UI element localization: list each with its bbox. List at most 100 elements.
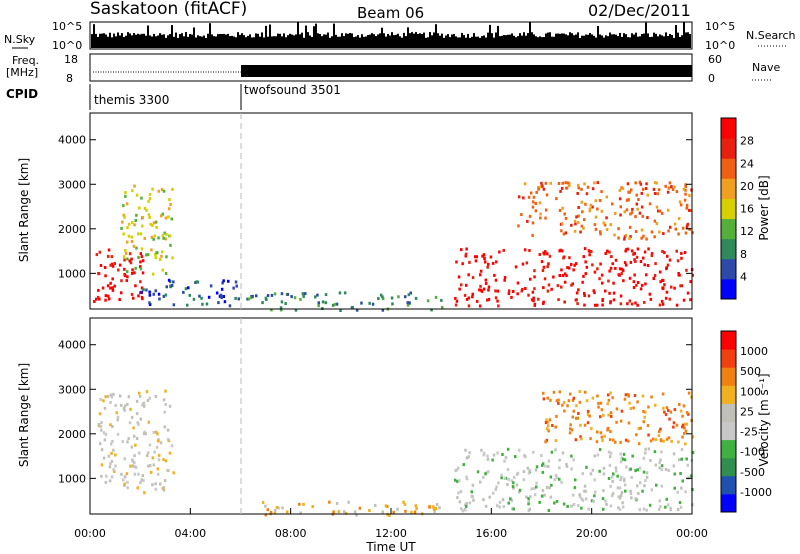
noise-bar: [427, 37, 429, 48]
heat-cell: [661, 302, 665, 306]
heat-cell: [563, 272, 567, 276]
heat-cell: [530, 487, 533, 491]
heat-cell: [491, 458, 494, 462]
heat-cell: [266, 294, 270, 298]
heat-cell: [634, 181, 637, 185]
noise-bar: [269, 24, 271, 48]
heat-cell: [640, 228, 644, 232]
heat-cell: [140, 296, 144, 299]
heat-cell: [486, 265, 489, 269]
power-colorbar-label: Power [dB]: [757, 175, 771, 240]
heat-cell: [573, 486, 577, 490]
noise-bar: [165, 37, 167, 48]
noise-bar: [521, 35, 523, 48]
heat-cell: [123, 457, 126, 461]
heat-cell: [541, 462, 545, 466]
heat-cell: [561, 451, 565, 455]
heat-cell: [138, 394, 142, 398]
noise-bar: [541, 37, 543, 48]
noise-bar: [543, 36, 545, 48]
noise-bar: [333, 23, 335, 48]
heat-cell: [676, 259, 680, 263]
heat-cell: [501, 498, 505, 502]
noise-left-tick-low: 10^0: [52, 39, 82, 52]
heat-cell: [353, 510, 357, 514]
heat-cell: [500, 473, 503, 477]
noise-bar: [371, 33, 373, 48]
noise-bar: [119, 35, 121, 48]
noise-bar: [147, 25, 149, 48]
heat-cell: [381, 308, 385, 312]
heat-cell: [560, 480, 563, 484]
heat-cell: [284, 302, 287, 306]
heat-cell: [660, 211, 664, 215]
heat-cell: [162, 294, 166, 298]
heat-cell: [99, 264, 103, 267]
heat-cell: [517, 490, 521, 494]
heat-cell: [155, 251, 158, 255]
colorbar-tick: -1000: [740, 486, 772, 499]
heat-cell: [503, 476, 507, 480]
noise-bar: [597, 26, 599, 48]
heat-cell: [342, 510, 346, 514]
heat-cell: [653, 219, 657, 223]
heat-cell: [495, 485, 498, 489]
noise-right-tick-high: 10^5: [705, 20, 735, 33]
heat-cell: [247, 297, 251, 301]
heat-cell: [637, 198, 640, 201]
heat-cell: [680, 448, 684, 451]
heat-cell: [104, 480, 108, 484]
heat-cell: [670, 185, 673, 189]
heat-cell: [630, 188, 633, 192]
heat-cell: [599, 230, 602, 234]
heat-cell: [664, 413, 668, 417]
heat-cell: [156, 472, 160, 476]
noise-bar: [315, 23, 317, 48]
heat-cell: [506, 447, 510, 451]
noise-bar: [639, 36, 641, 48]
heat-cell: [130, 271, 134, 275]
heat-cell: [682, 404, 686, 408]
noise-bar: [245, 37, 247, 48]
noise-bar: [501, 35, 503, 48]
heat-cell: [165, 285, 168, 289]
heat-cell: [100, 474, 103, 478]
noise-bar: [241, 33, 243, 48]
heat-cell: [110, 451, 113, 455]
heat-cell: [103, 406, 107, 410]
heat-cell: [622, 457, 625, 461]
heat-cell: [134, 284, 137, 288]
noise-bar: [387, 33, 389, 48]
noise-bar: [177, 37, 179, 48]
heat-cell: [162, 486, 166, 490]
noise-bar: [321, 36, 323, 48]
noise-bar: [537, 37, 539, 48]
heat-cell: [638, 180, 642, 184]
heat-cell: [430, 308, 433, 312]
heat-cell: [350, 306, 354, 310]
heat-cell: [542, 391, 545, 395]
heat-cell: [546, 289, 550, 293]
freq-right-tick-high: 60: [708, 53, 722, 66]
heat-cell: [610, 414, 613, 418]
heat-cell: [531, 221, 535, 225]
heat-cell: [95, 253, 99, 257]
heat-cell: [496, 451, 499, 455]
heat-cell: [139, 481, 142, 485]
heat-cell: [641, 394, 645, 398]
noise-bar: [199, 36, 201, 48]
heat-cell: [546, 424, 550, 428]
heat-cell: [141, 474, 144, 478]
heat-cell: [593, 494, 596, 498]
heat-cell: [101, 286, 105, 290]
freq-left-tick-low: 8: [66, 72, 73, 85]
heat-cell: [467, 455, 471, 459]
heat-cell: [659, 439, 663, 443]
noise-bar: [419, 33, 421, 48]
ytick-label: 4000: [58, 134, 86, 147]
heat-cell: [628, 225, 632, 229]
heat-cell: [639, 182, 643, 186]
heat-cell: [457, 466, 460, 470]
heat-cell: [558, 390, 561, 394]
heat-cell: [381, 295, 384, 299]
